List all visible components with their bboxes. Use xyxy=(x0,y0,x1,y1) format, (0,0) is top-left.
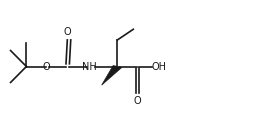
Text: O: O xyxy=(64,27,71,37)
Text: O: O xyxy=(43,61,50,72)
Text: OH: OH xyxy=(152,61,167,72)
Text: O: O xyxy=(134,96,141,106)
Polygon shape xyxy=(102,66,122,85)
Text: NH: NH xyxy=(82,61,97,72)
